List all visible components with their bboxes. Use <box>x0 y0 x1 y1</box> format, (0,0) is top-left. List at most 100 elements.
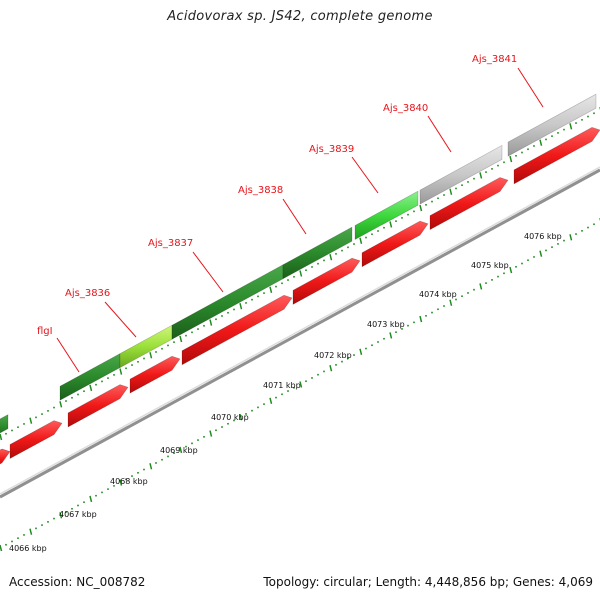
scale-tick <box>569 234 573 241</box>
scale-tick <box>449 188 453 195</box>
scale-dot <box>251 298 253 301</box>
scale-dot <box>545 249 547 252</box>
scale-label: 4066 kbp <box>9 544 47 553</box>
scale-dot <box>311 377 313 379</box>
gene-block-Ajs_3840 <box>419 144 503 205</box>
scale-tick <box>539 139 543 146</box>
scale-tick <box>0 544 3 552</box>
scale-dot <box>101 380 103 383</box>
scale-dot <box>65 400 67 402</box>
scale-dot <box>83 501 85 504</box>
scale-dot <box>563 128 565 131</box>
scale-dot <box>407 324 409 327</box>
scale-dot <box>347 357 349 360</box>
scale-dot <box>467 181 469 183</box>
scale-dot <box>353 354 355 356</box>
gene-label: Ajs_3837 <box>148 238 193 249</box>
scale-label: 4071 kbp <box>263 381 301 390</box>
scale-dot <box>401 328 403 330</box>
scale-dot <box>461 295 463 298</box>
scale-tick <box>119 479 123 486</box>
gene-label-leader <box>517 67 544 108</box>
scale-dot <box>593 223 595 226</box>
scale-tick <box>389 332 393 339</box>
scale-label: 4072 kbp <box>314 351 352 360</box>
scale-dot <box>11 429 13 432</box>
scale-dot <box>143 357 145 360</box>
scale-dot <box>107 488 109 490</box>
scale-dot <box>293 275 295 278</box>
scale-dot <box>185 334 187 337</box>
scale-dot <box>473 288 475 291</box>
scale-dot <box>227 311 229 314</box>
gene-label: Ajs_3840 <box>383 103 428 114</box>
scale-dot <box>17 426 19 428</box>
cds-arrow-2 <box>67 384 129 428</box>
scale-dot <box>263 292 265 294</box>
scale-dot <box>353 243 355 245</box>
scale-dot <box>593 112 595 115</box>
scale-label: 4076 kbp <box>524 232 562 241</box>
scale-dot <box>257 406 259 409</box>
scale-dot <box>581 230 583 232</box>
scale-dot <box>65 511 67 513</box>
scale-dot <box>581 119 583 121</box>
scale-dot <box>71 507 73 510</box>
scale-label: 4075 kbp <box>471 261 509 270</box>
accession-label: Accession: NC_008782 <box>9 575 146 589</box>
scale-tick <box>479 283 483 290</box>
scale-dot <box>131 364 133 366</box>
scale-tick <box>449 299 453 306</box>
scale-dot <box>221 426 223 428</box>
scale-tick <box>569 123 573 130</box>
scale-dot <box>503 272 505 275</box>
scale-dot <box>527 148 529 151</box>
scale-tick <box>359 237 363 244</box>
scale-tick <box>209 430 213 437</box>
scale-dot <box>173 341 175 343</box>
scale-dot <box>113 485 115 487</box>
scale-dot <box>221 315 223 317</box>
scale-label: 4074 kbp <box>419 290 457 299</box>
scale-tick <box>509 266 513 274</box>
scale-dot <box>191 331 193 334</box>
scale-dot <box>437 197 439 200</box>
scale-dot <box>575 122 577 124</box>
scale-dot <box>263 403 265 405</box>
scale-tick <box>299 270 303 277</box>
scale-dot <box>203 436 205 438</box>
gene-block-Ajs_3838 <box>282 226 353 280</box>
scale-dot <box>137 360 139 363</box>
scale-tick <box>389 221 393 228</box>
scale-label: 4070 kbp <box>211 413 249 422</box>
scale-dot <box>521 262 523 265</box>
map-title: Acidovorax sp. JS42, complete genome <box>167 9 433 24</box>
scale-dot <box>341 249 343 252</box>
gene-label-leader <box>351 156 379 194</box>
scale-dot <box>83 390 85 393</box>
scale-dot <box>281 282 283 285</box>
scale-dot <box>557 243 559 245</box>
scale-dot <box>425 315 427 317</box>
scale-dot <box>245 302 247 304</box>
gene-block-left-partial <box>0 414 9 434</box>
scale-dot <box>107 377 109 379</box>
scale-dot <box>11 540 13 543</box>
scale-dot <box>563 239 565 242</box>
topology-label: Topology: circular; Length: 4,448,856 bp… <box>263 575 593 589</box>
scale-tick <box>359 348 363 355</box>
scale-dot <box>377 341 379 343</box>
scale-dot <box>287 390 289 392</box>
scale-dot <box>497 275 499 278</box>
scale-dot <box>23 534 25 536</box>
scale-dot <box>137 471 139 474</box>
scale-dot <box>383 337 385 340</box>
scale-dot <box>335 253 337 255</box>
scale-tick <box>419 315 423 323</box>
scale-tick <box>539 250 543 257</box>
scale-dot <box>383 226 385 229</box>
scale-dot <box>515 154 517 157</box>
scale-dot <box>23 423 25 425</box>
scale-label: 4068 kbp <box>110 477 148 486</box>
